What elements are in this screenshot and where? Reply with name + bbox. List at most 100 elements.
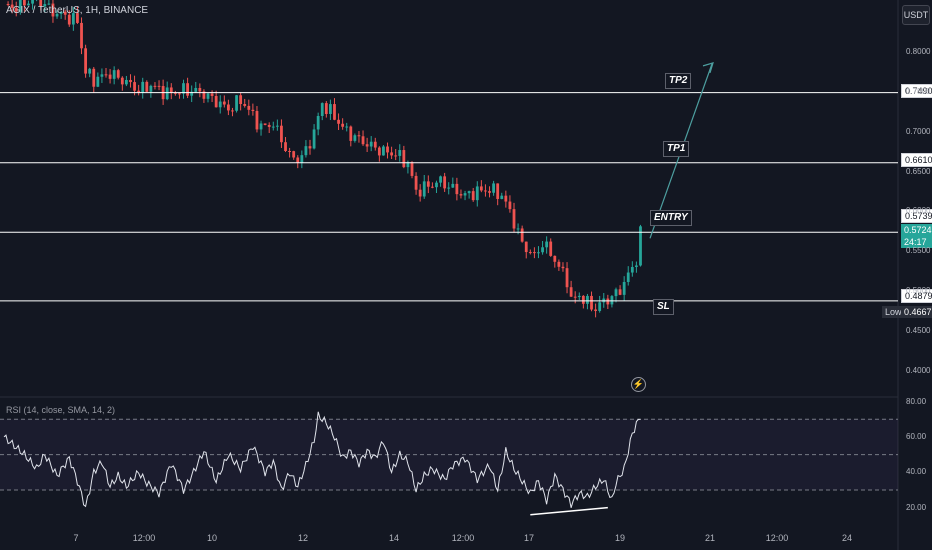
rsi-axis-label: 40.00 <box>906 467 927 477</box>
candle-body <box>431 186 434 188</box>
candle-body <box>528 252 532 254</box>
time-axis-label: 12:00 <box>765 533 789 543</box>
candle-body <box>524 241 528 253</box>
candle-body <box>377 147 381 156</box>
candle-body <box>251 109 255 112</box>
candle-body <box>157 85 161 87</box>
rsi-panel <box>0 411 898 516</box>
candle-body <box>235 95 238 111</box>
candle-body <box>214 95 218 108</box>
rsi-axis-label: 20.00 <box>906 502 927 512</box>
candle-body <box>18 0 22 12</box>
candle-body <box>418 189 422 197</box>
price-axis-label: 0.5000 <box>906 286 931 296</box>
candle-body <box>455 183 459 195</box>
currency-button[interactable]: USDT <box>902 5 930 25</box>
candle-body <box>55 13 59 17</box>
candle-body <box>471 191 475 201</box>
candle-body <box>365 144 369 147</box>
candle-body <box>112 70 116 79</box>
candle-body <box>67 14 71 25</box>
candle-body <box>398 150 402 156</box>
time-axis-label: 19 <box>614 533 626 543</box>
candle-body <box>296 157 300 164</box>
candle-body <box>479 186 483 191</box>
candle-body <box>394 155 398 157</box>
candle-body <box>382 146 385 156</box>
candle-body <box>194 87 198 92</box>
candle-body <box>202 91 206 99</box>
candle-body <box>300 155 304 164</box>
candle-body <box>520 228 524 242</box>
candle-body <box>341 123 345 127</box>
candles <box>6 0 642 318</box>
candle-body <box>10 4 14 8</box>
candle-body <box>467 191 471 194</box>
price-axis-label: 0.8000 <box>906 46 931 56</box>
candle-body <box>222 101 226 105</box>
candle-body <box>533 252 536 254</box>
label-sl[interactable]: SL <box>653 299 674 315</box>
rsi-line <box>3 411 641 508</box>
candle-body <box>577 295 581 298</box>
candle-body <box>500 195 504 199</box>
candle-body <box>626 272 630 282</box>
label-tp1[interactable]: TP1 <box>663 141 690 157</box>
candle-body <box>153 85 157 87</box>
candle-body <box>373 141 377 148</box>
price-axis-label: 0.6500 <box>906 166 931 176</box>
candle-body <box>545 241 549 248</box>
candle-body <box>426 181 430 187</box>
time-axis-label: 7 <box>73 533 79 543</box>
rsi-title: RSI (14, close, SMA, 14, 2) <box>6 405 116 415</box>
candle-body <box>369 141 373 147</box>
current-price-value: 0.5724 <box>904 225 932 235</box>
time-axis-label: 24 <box>841 533 853 543</box>
candle-body <box>116 70 120 78</box>
price-tag-entry: 0.5739 <box>901 209 932 223</box>
candle-body <box>353 135 357 141</box>
candle-body <box>108 74 112 79</box>
candle-body <box>165 87 169 100</box>
candle-body <box>463 193 467 196</box>
candle-body <box>390 152 393 156</box>
candle-body <box>39 0 43 7</box>
time-axis-label: 17 <box>523 533 535 543</box>
candle-body <box>320 103 324 117</box>
candle-body <box>84 48 87 74</box>
candle-body <box>537 252 540 254</box>
candle-body <box>590 295 593 310</box>
label-entry[interactable]: ENTRY <box>650 210 692 226</box>
candle-body <box>586 295 589 304</box>
low-label: Low <box>882 306 905 318</box>
price-tag-sl: 0.4879 <box>901 289 932 303</box>
candle-body <box>447 187 451 189</box>
candle-body <box>129 79 132 83</box>
candle-body <box>357 135 361 137</box>
candle-body <box>475 186 479 201</box>
candle-body <box>231 110 234 112</box>
candle-body <box>133 82 136 91</box>
price-axis-label: 0.4000 <box>906 366 931 376</box>
candle-body <box>76 13 79 23</box>
price-axis-label: 0.7000 <box>906 126 931 136</box>
candle-body <box>120 77 124 85</box>
candle-body <box>59 11 63 14</box>
candle-body <box>337 119 340 124</box>
candle-body <box>496 183 500 199</box>
candle-body <box>145 81 149 92</box>
candle-body <box>484 190 487 192</box>
candle-body <box>92 68 96 87</box>
candle-body <box>186 83 189 96</box>
lightning-icon[interactable]: ⚡ <box>631 377 646 392</box>
candle-body <box>141 81 145 93</box>
candle-body <box>259 123 263 130</box>
label-tp2[interactable]: TP2 <box>665 73 692 89</box>
candle-body <box>308 146 312 149</box>
candle-body <box>104 74 108 76</box>
candle-body <box>516 228 520 230</box>
candle-body <box>435 182 438 188</box>
candle-body <box>206 93 210 99</box>
candle-body <box>255 111 259 130</box>
